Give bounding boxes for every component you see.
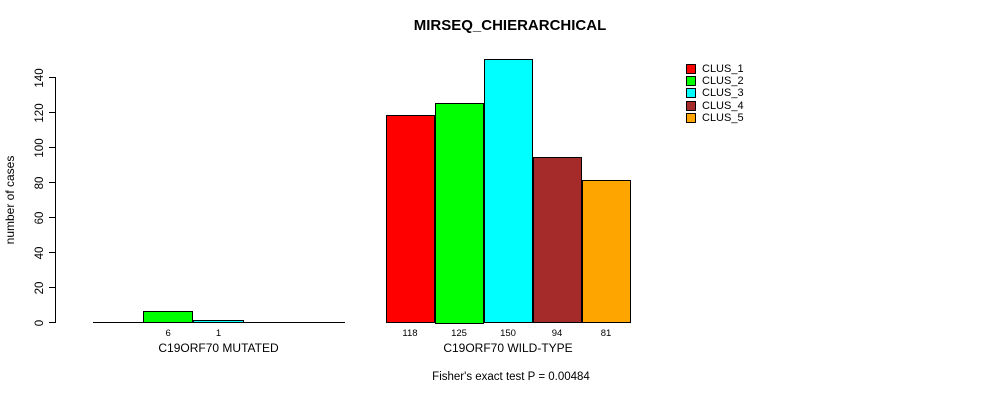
y-axis-tick <box>49 287 55 289</box>
bar-clus_3 <box>193 319 244 324</box>
bar-clus_5 <box>581 179 631 324</box>
legend-row: CLUS_1 <box>686 63 744 75</box>
legend-swatch-clus_5 <box>686 112 696 123</box>
y-axis-tick <box>49 322 55 323</box>
legend-row: CLUS_2 <box>686 75 744 87</box>
y-axis-tick <box>49 112 55 114</box>
legend-label: CLUS_5 <box>702 111 744 124</box>
legend-row: CLUS_4 <box>686 100 744 112</box>
x-group-label: C19ORF70 WILD-TYPE <box>443 341 573 355</box>
y-axis-tick-label: 60 <box>34 211 46 225</box>
y-axis-tick <box>49 252 55 254</box>
x-group-label: C19ORF70 MUTATED <box>158 341 279 355</box>
bar-value-label: 6 <box>165 327 171 339</box>
y-axis-tick <box>49 147 55 149</box>
y-axis-label: number of cases <box>3 155 17 245</box>
bar-clus_3 <box>483 59 533 324</box>
bar-value-label: 94 <box>551 327 563 339</box>
legend-swatch-clus_2 <box>686 76 696 87</box>
y-axis-tick-label: 0 <box>34 319 46 326</box>
y-axis-line <box>55 77 57 323</box>
bar-clus_2 <box>434 103 484 324</box>
y-axis-tick-label: 20 <box>34 281 46 294</box>
y-axis-tick-label: 120 <box>34 103 46 123</box>
bar-clus_2 <box>142 311 194 324</box>
legend-row: CLUS_5 <box>686 112 744 124</box>
bar-clus_1 <box>385 115 435 324</box>
y-axis-tick-label: 40 <box>34 246 46 259</box>
bar-value-label: 118 <box>402 327 418 339</box>
legend-label: CLUS_3 <box>702 87 744 100</box>
legend-swatch-clus_4 <box>686 100 696 111</box>
bar-value-label: 1 <box>215 327 222 339</box>
legend-swatch-clus_1 <box>686 64 696 75</box>
y-axis-tick <box>49 217 55 219</box>
legend-label: CLUS_2 <box>702 75 744 88</box>
y-axis-tick <box>49 182 55 184</box>
y-axis-tick-label: 140 <box>34 68 46 88</box>
y-axis-tick <box>49 77 55 79</box>
legend-row: CLUS_3 <box>686 87 744 99</box>
bar-clus_4 <box>532 157 582 324</box>
bar-value-label: 150 <box>500 327 516 339</box>
fisher-test-footnote: Fisher's exact test P = 0.00484 <box>432 371 590 383</box>
legend-label: CLUS_1 <box>702 63 744 76</box>
legend: CLUS_1 CLUS_2 CLUS_3 CLUS_4 CLUS_5 <box>686 63 744 124</box>
chart-title: MIRSEQ_CHIERARCHICAL <box>413 17 607 34</box>
y-axis-tick-label: 80 <box>34 176 46 190</box>
bar-value-label: 81 <box>600 327 612 339</box>
bar-value-label: 125 <box>451 327 467 339</box>
y-axis-tick-label: 100 <box>34 138 46 158</box>
legend-label: CLUS_4 <box>702 99 744 112</box>
legend-swatch-clus_3 <box>686 88 696 99</box>
